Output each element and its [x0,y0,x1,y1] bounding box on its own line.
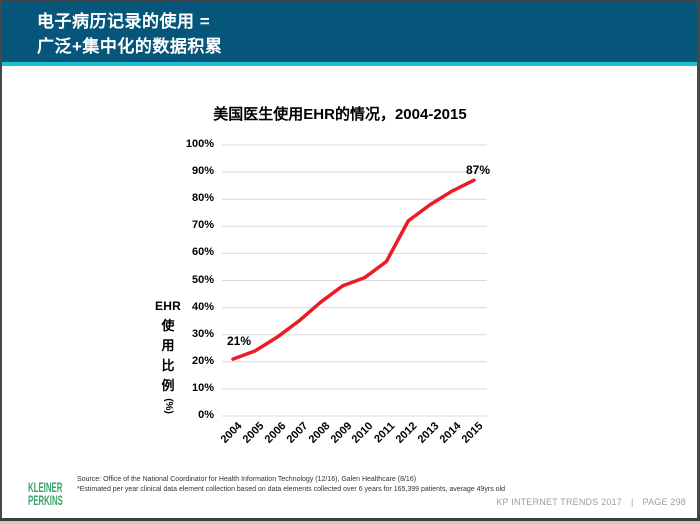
source-line2: *Estimated per year clinical data elemen… [77,485,506,493]
chart-title: 美国医生使用EHR的情况，2004-2015 [213,106,467,123]
y-axis-tick: 100% [185,138,214,150]
y-axis-title: EHR 使用比例 (%) [150,296,186,416]
window-border-right [697,0,700,524]
logo-line2: PERKINS [28,492,63,508]
data-point-label: 87% [466,163,491,178]
y-axis-tick: 30% [191,327,214,340]
y-axis-tick: 20% [191,354,214,367]
y-axis-tick: 10% [191,381,214,394]
window-border-bottom [0,518,700,521]
y-axis-tick: 60% [191,246,214,259]
window-border-top [0,0,700,1]
y-axis-tick: 70% [191,219,214,232]
footer-page-number: PAGE 298 [642,497,686,507]
window-border-left [0,0,2,524]
y-axis-tick: 0% [198,409,214,421]
y-axis-title-char: (%) [163,398,174,414]
y-axis-tick: 90% [191,165,214,178]
y-axis-title-char: EHR [155,299,181,313]
footer-brand-text: KP INTERNET TRENDS 2017 [496,497,622,507]
footer-brand: KP INTERNET TRENDS 2017 | PAGE 298 [496,497,686,507]
slide-title-line2: 广泛+集中化的数据积累 [37,37,223,56]
logo-line1: KLEINER [28,479,63,495]
y-axis-tick: 50% [191,273,214,286]
source-note: Source: Office of the National Coordinat… [77,475,505,494]
source-line1: Source: Office of the National Coordinat… [77,476,417,483]
y-axis-title-char: 比 [161,358,175,373]
y-axis-title-char: 用 [161,338,175,353]
slide-title-line1: 电子病历记录的使用 = [37,12,211,31]
y-axis-title-char: 使 [161,318,175,333]
window-border-bottom-strip [0,521,700,524]
data-point-label: 21% [227,334,252,349]
footer-divider: | [630,497,634,507]
y-axis-tick: 80% [191,192,214,205]
slide-header-banner: 电子病历记录的使用 = 广泛+集中化的数据积累 [0,0,700,62]
y-axis-tick: 40% [191,300,214,313]
header-accent-rule [0,62,700,66]
kleiner-perkins-logo: KLEINER PERKINS [28,479,90,508]
y-axis-title-char: 例 [161,378,175,393]
